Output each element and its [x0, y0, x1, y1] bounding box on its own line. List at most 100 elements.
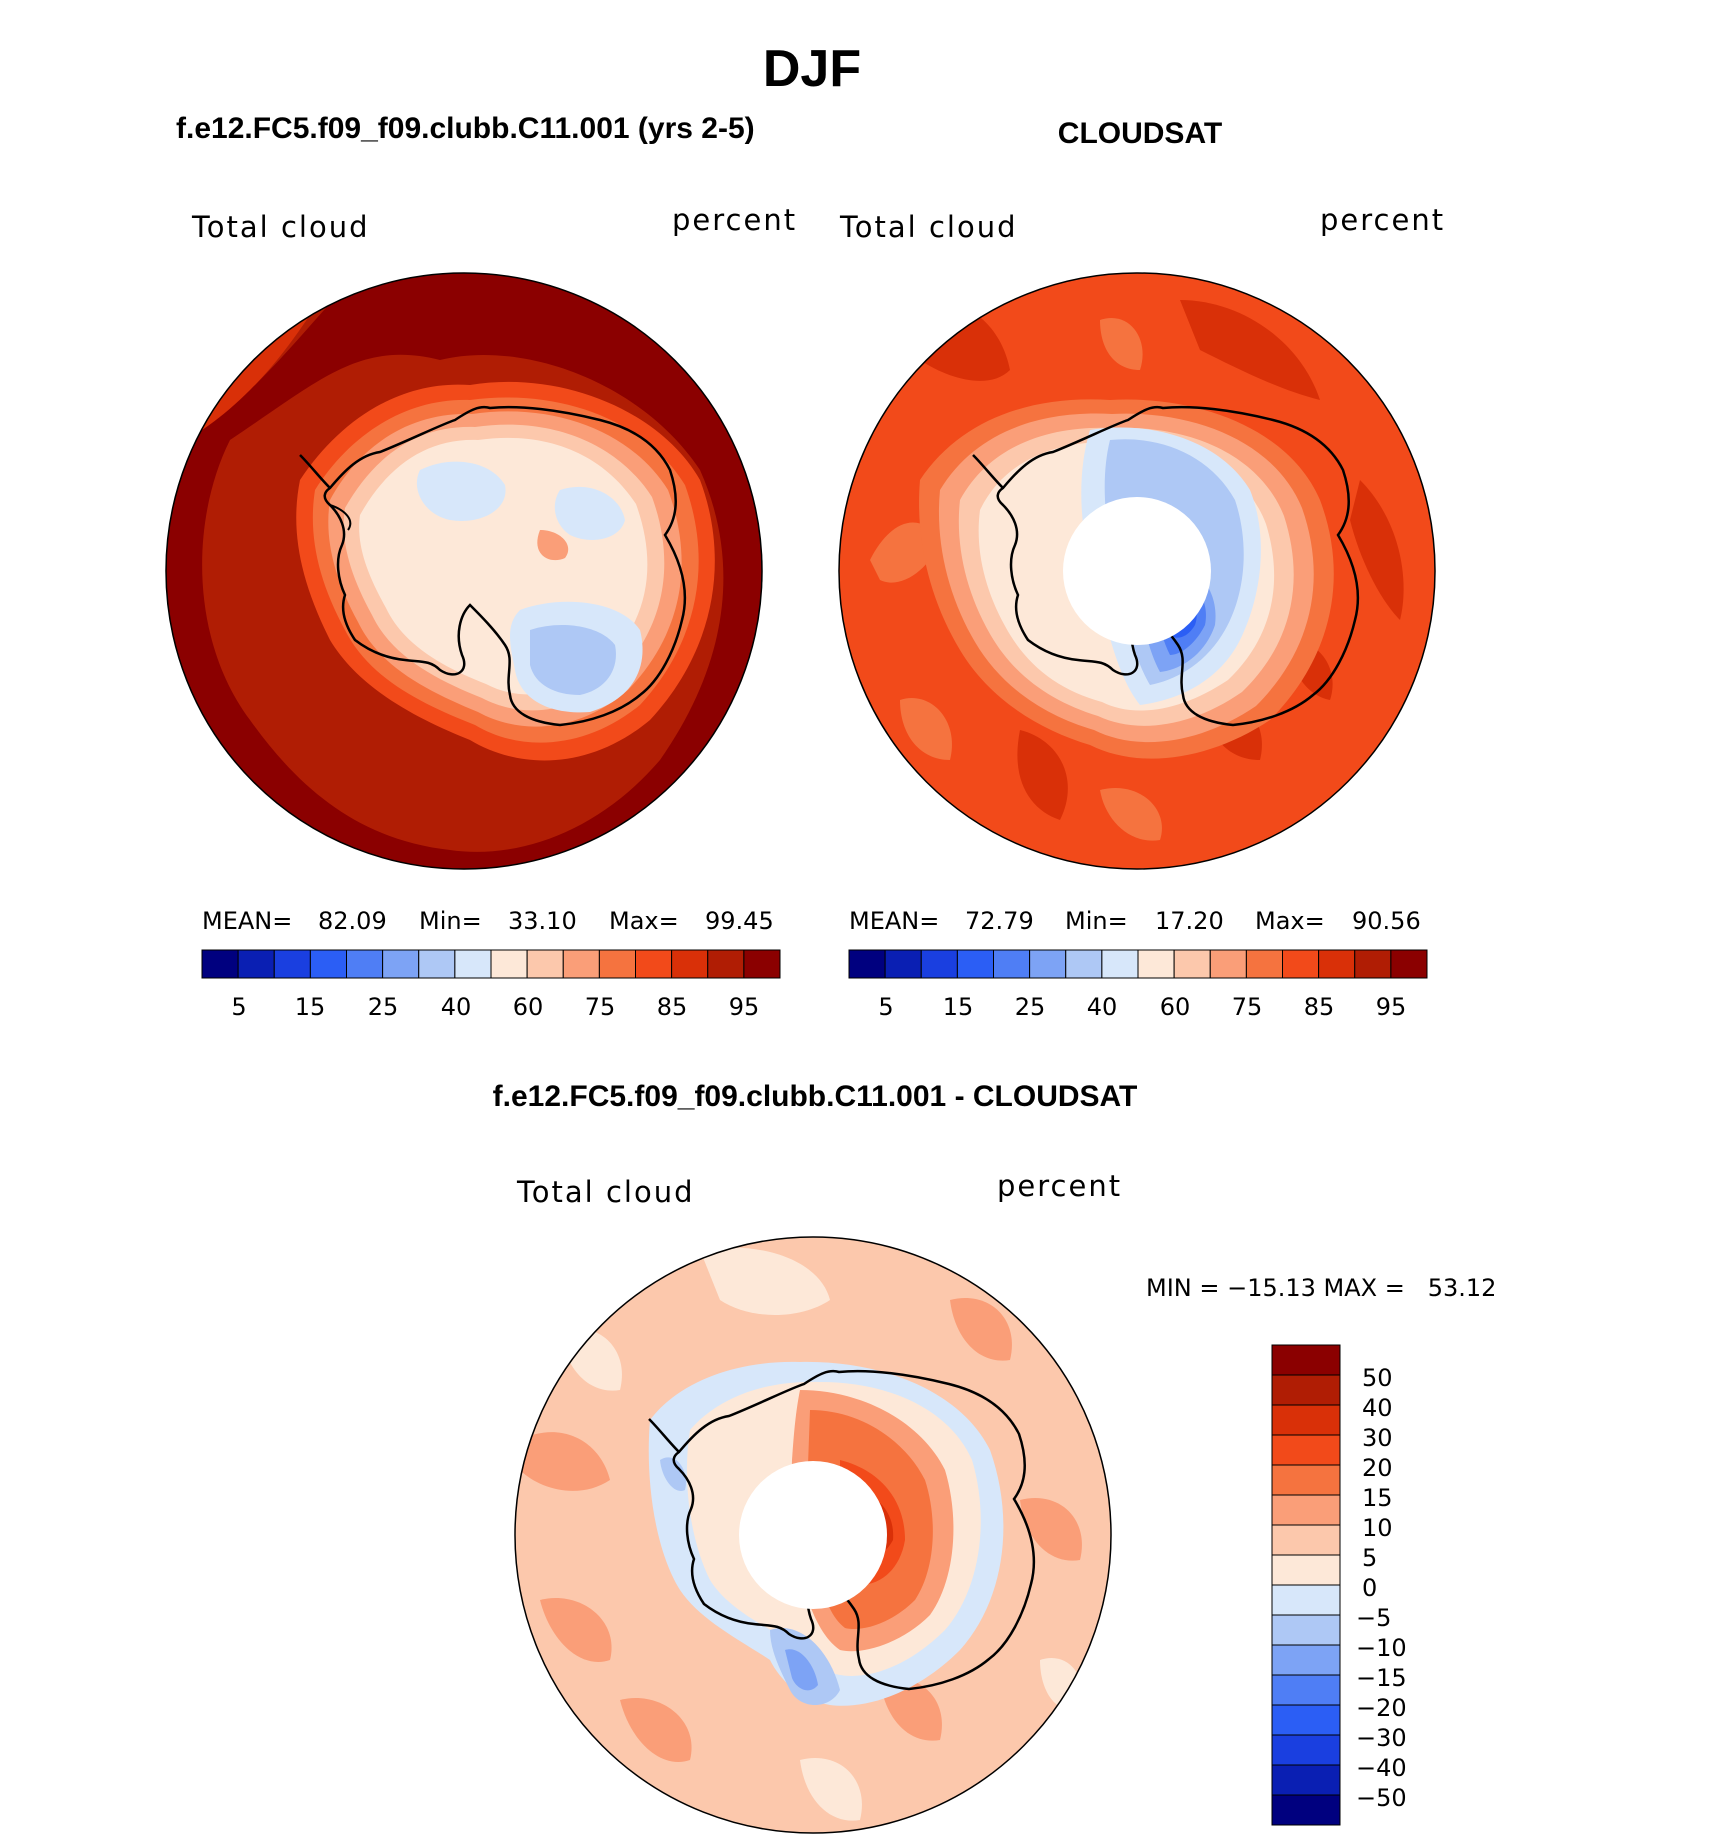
panel1-tick: 95 [729, 993, 760, 1021]
colorbar-swatch [418, 949, 456, 979]
panel1-tick: 5 [231, 993, 246, 1021]
colorbar-swatch [743, 949, 781, 979]
diff-tick: 50 [1362, 1364, 1393, 1392]
panel2-right-label: percent [1320, 203, 1445, 237]
colorbar-swatch [884, 949, 922, 979]
colorbar-swatch [920, 949, 958, 979]
panel2-min-value: 17.20 [1155, 907, 1224, 935]
panel1-left-label: Total cloud [191, 210, 369, 244]
panel2-colorbar-ticks: 5 15 25 40 60 75 85 95 [878, 993, 1406, 1021]
colorbar-swatch [707, 949, 745, 979]
diff-tick: −40 [1356, 1754, 1407, 1782]
colorbar-swatch [201, 949, 239, 979]
panel2-heading: CLOUDSAT [1058, 117, 1222, 150]
colorbar-swatch [1065, 949, 1103, 979]
panel1-heading: f.e12.FC5.f09_f09.clubb.C11.001 (yrs 2-5… [176, 112, 755, 145]
colorbar-swatch [1245, 949, 1283, 979]
colorbar-swatch [848, 949, 886, 979]
diff-left-label: Total cloud [516, 1175, 694, 1209]
panel2-tick: 5 [878, 993, 893, 1021]
colorbar-swatch [1271, 1434, 1341, 1466]
colorbar-swatch [598, 949, 636, 979]
colorbar-swatch [1271, 1554, 1341, 1586]
panel1-right-label: percent [672, 203, 797, 237]
colorbar-swatch [1271, 1674, 1341, 1706]
diff-right-label: percent [997, 1169, 1122, 1203]
panel1-colorbar-ticks: 5 15 25 40 60 75 85 95 [231, 993, 759, 1021]
colorbar-swatch [671, 949, 709, 979]
colorbar-swatch [1390, 949, 1428, 979]
colorbar-swatch [1271, 1704, 1341, 1736]
panel2-left-label: Total cloud [839, 210, 1017, 244]
diff-tick: −20 [1356, 1694, 1407, 1722]
colorbar-swatch [1101, 949, 1139, 979]
panel1-colorbar [201, 949, 781, 979]
diff-colorbar [1271, 1344, 1341, 1826]
panel2-max-value: 90.56 [1352, 907, 1421, 935]
diff-tick: 10 [1362, 1514, 1393, 1542]
diff-map-boundary [514, 1236, 1112, 1834]
colorbar-swatch [1271, 1584, 1341, 1616]
colorbar-swatch [1271, 1404, 1341, 1436]
panel1-max-label: Max= [609, 907, 679, 935]
colorbar-swatch [1282, 949, 1320, 979]
panel2-tick: 95 [1376, 993, 1407, 1021]
colorbar-swatch [1173, 949, 1211, 979]
colorbar-swatch [526, 949, 564, 979]
colorbar-swatch [1271, 1524, 1341, 1556]
panel2-mean-label: MEAN= [849, 907, 939, 935]
colorbar-swatch [1271, 1494, 1341, 1526]
diff-tick: 0 [1362, 1574, 1377, 1602]
panel1-min-label: Min= [419, 907, 482, 935]
panel2-tick: 40 [1087, 993, 1118, 1021]
colorbar-swatch [1271, 1344, 1341, 1376]
panel1-tick: 60 [513, 993, 544, 1021]
colorbar-swatch [1029, 949, 1067, 979]
panel1-mean-value: 82.09 [318, 907, 387, 935]
panel2-mean-value: 72.79 [965, 907, 1034, 935]
diff-tick: −10 [1356, 1634, 1407, 1662]
panel2-tick: 25 [1015, 993, 1046, 1021]
panel1-max-value: 99.45 [705, 907, 774, 935]
colorbar-swatch [1271, 1464, 1341, 1496]
main-title: DJF [763, 40, 861, 98]
panel1-min-value: 33.10 [508, 907, 577, 935]
diff-tick: 30 [1362, 1424, 1393, 1452]
panel2-tick: 60 [1160, 993, 1191, 1021]
panel2-map [839, 273, 1435, 869]
diff-tick: 20 [1362, 1454, 1393, 1482]
panel2-colorbar [848, 949, 1428, 979]
panel2-min-label: Min= [1065, 907, 1128, 935]
diff-tick: 40 [1362, 1394, 1393, 1422]
diff-tick: −15 [1356, 1664, 1407, 1692]
panel2-tick: 85 [1304, 993, 1335, 1021]
colorbar-swatch [1271, 1614, 1341, 1646]
panel2-tick: 15 [943, 993, 974, 1021]
panel1-tick: 75 [585, 993, 616, 1021]
colorbar-swatch [273, 949, 311, 979]
diff-tick: −5 [1356, 1604, 1391, 1632]
colorbar-swatch [1354, 949, 1392, 979]
colorbar-swatch [1271, 1794, 1341, 1826]
panel2-max-label: Max= [1255, 907, 1325, 935]
diff-tick: −50 [1356, 1784, 1407, 1812]
colorbar-swatch [562, 949, 600, 979]
colorbar-swatch [1271, 1734, 1341, 1766]
diff-heading: f.e12.FC5.f09_f09.clubb.C11.001 - CLOUDS… [493, 1080, 1138, 1113]
diff-tick: 5 [1362, 1544, 1377, 1572]
colorbar-swatch [346, 949, 384, 979]
panel1-tick: 25 [368, 993, 399, 1021]
colorbar-swatch [309, 949, 347, 979]
colorbar-swatch [635, 949, 673, 979]
diff-tick: −30 [1356, 1724, 1407, 1752]
panel2-map-boundary [838, 272, 1436, 870]
colorbar-swatch [1271, 1764, 1341, 1796]
colorbar-swatch [956, 949, 994, 979]
diff-map [515, 1237, 1111, 1833]
colorbar-swatch [1209, 949, 1247, 979]
diff-colorbar-ticks: 50 40 30 20 15 10 5 0 −5 −10 −15 −20 −30… [1356, 1364, 1407, 1812]
colorbar-swatch [1271, 1374, 1341, 1406]
colorbar-swatch [1271, 1644, 1341, 1676]
diff-tick: 15 [1362, 1484, 1393, 1512]
